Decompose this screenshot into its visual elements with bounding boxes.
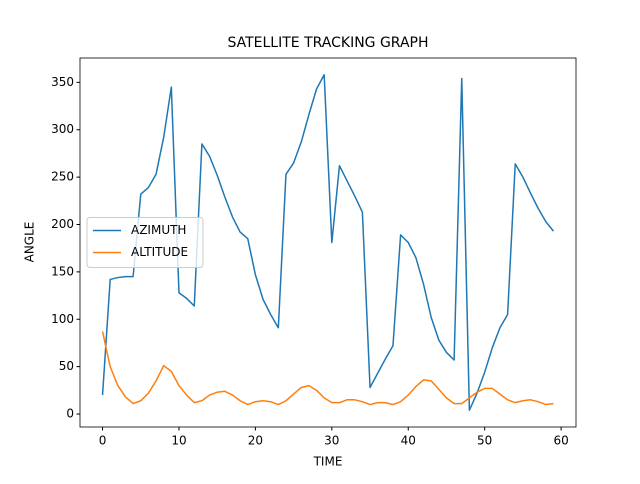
x-tick-label: 0 [99, 434, 107, 448]
y-tick-label: 350 [51, 75, 74, 89]
legend-label: ALTITUDE [131, 245, 188, 259]
x-tick-label: 20 [248, 434, 263, 448]
y-tick-label: 200 [51, 217, 74, 231]
data-line [101, 331, 554, 406]
y-tick-label: 150 [51, 264, 74, 278]
y-tick-label: 100 [51, 312, 74, 326]
x-tick-label: 30 [324, 434, 339, 448]
x-tick-label: 50 [477, 434, 492, 448]
legend-label: AZIMUTH [131, 223, 186, 237]
x-tick-label: 10 [171, 434, 186, 448]
plot-frame [79, 57, 577, 428]
y-tick-label: 250 [51, 170, 74, 184]
x-tick-label: 40 [401, 434, 416, 448]
x-tick-label: 60 [553, 434, 568, 448]
chart-title: SATELLITE TRACKING GRAPH [227, 35, 428, 51]
y-axis-label: ANGLE [23, 222, 37, 263]
y-tick-label: 50 [59, 359, 74, 373]
y-tick-label: 300 [51, 122, 74, 136]
y-tick-label: 0 [66, 407, 74, 421]
x-axis-label: TIME [313, 455, 343, 469]
